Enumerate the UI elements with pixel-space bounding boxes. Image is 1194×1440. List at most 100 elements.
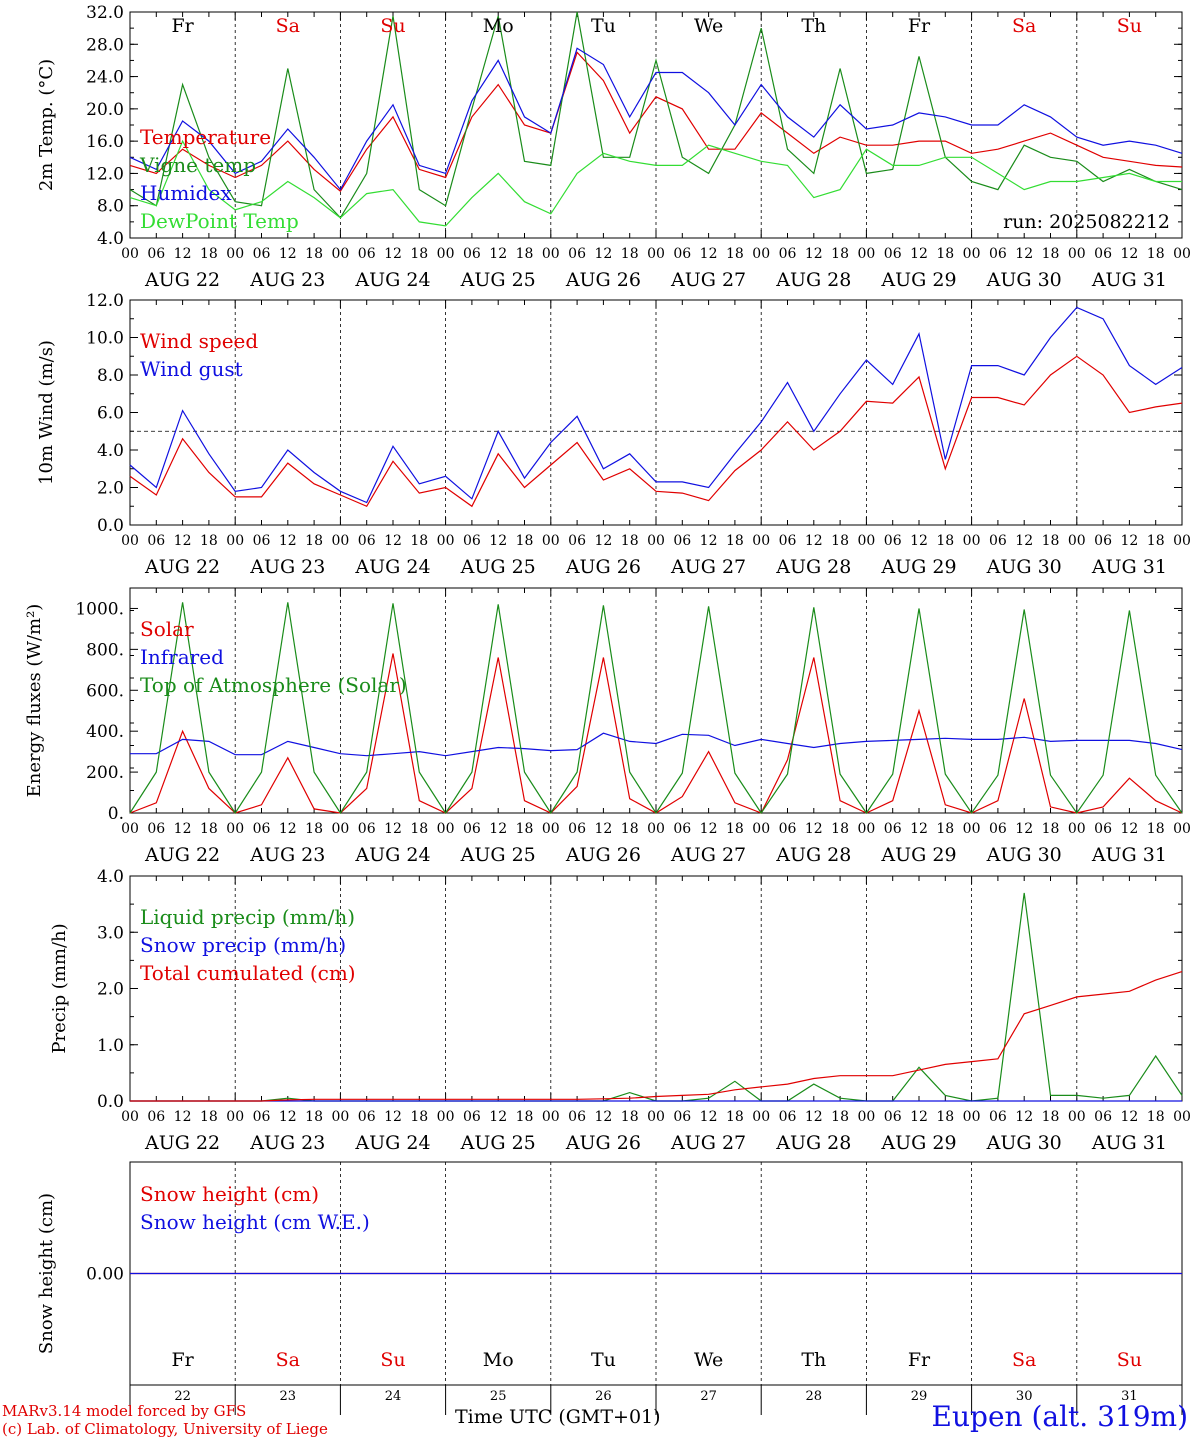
y-tick-label: 2.0 xyxy=(97,479,124,499)
x-hour-label: 00 xyxy=(647,246,665,262)
x-date-label: AUG 24 xyxy=(354,1132,430,1154)
x-hour-label: 00 xyxy=(963,821,981,837)
x-hour-label: 12 xyxy=(910,246,928,262)
x-hour-label: 18 xyxy=(516,1109,534,1125)
x-date-label: AUG 24 xyxy=(354,844,430,866)
x-date-label: AUG 26 xyxy=(565,844,641,866)
x-hour-label: 06 xyxy=(1094,1109,1112,1125)
x-hour-label: 00 xyxy=(857,821,875,837)
x-date-label: AUG 29 xyxy=(880,556,956,578)
x-hour-label: 00 xyxy=(1068,533,1086,549)
x-hour-label: 06 xyxy=(253,533,271,549)
x-hour-label: 06 xyxy=(463,1109,481,1125)
x-hour-label: 12 xyxy=(489,533,507,549)
x-hour-label: 12 xyxy=(700,821,718,837)
x-hour-label: 00 xyxy=(1173,1109,1191,1125)
y-tick-label: 8.0 xyxy=(97,366,124,386)
y-tick-label: 12.0 xyxy=(86,291,124,311)
x-hour-label: 06 xyxy=(1094,821,1112,837)
x-hour-label: 06 xyxy=(779,246,797,262)
x-hour-label: 18 xyxy=(831,533,849,549)
x-hour-label: 00 xyxy=(542,533,560,549)
y-tick-label: 3.0 xyxy=(97,923,124,943)
day-number: 31 xyxy=(1121,1389,1138,1404)
x-hour-label: 00 xyxy=(437,246,455,262)
x-hour-label: 18 xyxy=(516,246,534,262)
legend-entry: Wind gust xyxy=(140,357,243,381)
x-hour-label: 06 xyxy=(253,246,271,262)
x-hour-label: 00 xyxy=(121,533,139,549)
y-tick-label: 0.00 xyxy=(86,1265,124,1285)
y-tick-label: 16.0 xyxy=(86,132,124,152)
x-hour-label: 12 xyxy=(700,246,718,262)
y-tick-label: 400. xyxy=(86,722,124,742)
x-date-label: AUG 30 xyxy=(986,269,1062,291)
x-hour-label: 00 xyxy=(226,533,244,549)
y-tick-label: 24.0 xyxy=(86,68,124,88)
y-tick-label: 0.0 xyxy=(97,516,124,536)
x-hour-label: 00 xyxy=(963,246,981,262)
x-hour-label: 06 xyxy=(989,1109,1007,1125)
x-hour-label: 12 xyxy=(1015,821,1033,837)
x-hour-label: 18 xyxy=(1042,821,1060,837)
x-hour-label: 06 xyxy=(989,533,1007,549)
x-hour-label: 12 xyxy=(174,246,192,262)
series-line-temperature xyxy=(129,51,1183,193)
x-hour-label: 12 xyxy=(279,533,297,549)
x-hour-label: 06 xyxy=(147,246,165,262)
x-hour-label: 06 xyxy=(568,533,586,549)
x-date-label: AUG 31 xyxy=(1091,556,1167,578)
day-name-top: Sa xyxy=(1012,15,1036,37)
legend-entry: DewPoint Temp xyxy=(140,209,299,233)
x-hour-label: 00 xyxy=(226,246,244,262)
x-hour-label: 06 xyxy=(463,533,481,549)
x-hour-label: 18 xyxy=(621,821,639,837)
legend-entry: Humidex xyxy=(140,181,232,205)
day-name-bottom: Fr xyxy=(908,1349,931,1371)
x-hour-label: 06 xyxy=(463,821,481,837)
x-date-label: AUG 30 xyxy=(986,844,1062,866)
legend-entry: Vigne temp xyxy=(139,153,256,177)
x-hour-label: 12 xyxy=(174,821,192,837)
x-hour-label: 18 xyxy=(936,1109,954,1125)
y-tick-label: 0. xyxy=(108,804,124,824)
x-hour-label: 00 xyxy=(542,246,560,262)
y-tick-label: 12.0 xyxy=(86,164,124,184)
legend-entry: Snow height (cm W.E.) xyxy=(140,1210,370,1234)
day-name-bottom: Sa xyxy=(276,1349,300,1371)
x-hour-label: 06 xyxy=(884,1109,902,1125)
x-date-label: AUG 27 xyxy=(670,269,746,291)
x-hour-label: 12 xyxy=(384,821,402,837)
x-hour-label: 12 xyxy=(594,246,612,262)
x-hour-label: 18 xyxy=(200,246,218,262)
series-line-humidex xyxy=(129,47,1183,191)
x-hour-label: 18 xyxy=(305,1109,323,1125)
x-hour-label: 06 xyxy=(1094,246,1112,262)
legend-entry: Temperature xyxy=(140,125,271,149)
y-tick-label: 600. xyxy=(86,681,124,701)
x-hour-label: 18 xyxy=(305,533,323,549)
x-hour-label: 12 xyxy=(384,246,402,262)
day-name-bottom: Mo xyxy=(483,1349,514,1371)
x-date-label: AUG 24 xyxy=(354,269,430,291)
x-hour-label: 18 xyxy=(726,246,744,262)
legend-entry: Liquid precip (mm/h) xyxy=(140,905,355,929)
x-hour-label: 18 xyxy=(200,533,218,549)
x-hour-label: 06 xyxy=(884,821,902,837)
x-hour-label: 00 xyxy=(331,533,349,549)
day-name-top: Su xyxy=(380,15,405,37)
x-hour-label: 12 xyxy=(700,533,718,549)
legend-entry: Total cumulated (cm) xyxy=(140,961,356,985)
day-name-top: Mo xyxy=(483,15,514,37)
x-hour-label: 00 xyxy=(647,533,665,549)
x-hour-label: 00 xyxy=(437,821,455,837)
x-hour-label: 06 xyxy=(884,533,902,549)
x-hour-label: 06 xyxy=(884,246,902,262)
x-hour-label: 18 xyxy=(305,821,323,837)
run-annotation: run: 2025082212 xyxy=(1003,211,1170,233)
day-name-top: Fr xyxy=(908,15,931,37)
y-tick-label: 1.0 xyxy=(97,1036,124,1056)
x-hour-label: 00 xyxy=(226,1109,244,1125)
x-hour-label: 06 xyxy=(779,533,797,549)
